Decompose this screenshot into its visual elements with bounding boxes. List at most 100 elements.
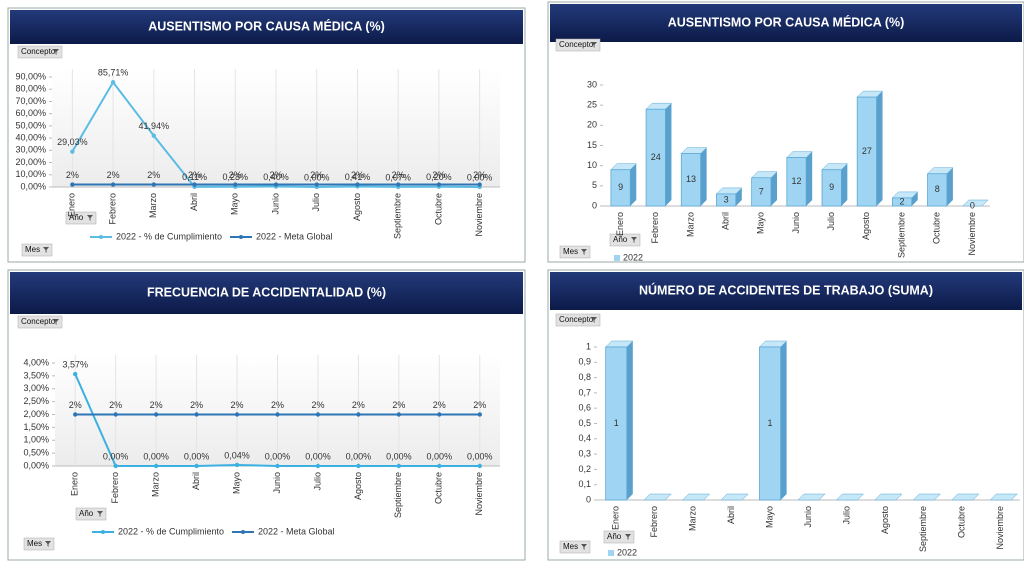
data-label: 0,04%: [224, 450, 250, 460]
data-label: 2%: [352, 400, 365, 410]
data-label: 85,71%: [98, 68, 129, 78]
marker: [314, 182, 319, 187]
x-tick-label: Febrero: [110, 472, 120, 504]
data-label: 9: [618, 182, 623, 192]
legend-marker: [239, 235, 243, 239]
bar-side: [626, 341, 633, 500]
x-tick-label: Noviembre: [474, 193, 484, 237]
y-tick-label: 0,9: [578, 357, 591, 367]
marker: [477, 463, 482, 469]
x-tick-label: Marzo: [151, 472, 161, 497]
filter-icon: [581, 249, 587, 255]
data-label: 0,00%: [265, 451, 291, 461]
marker: [275, 463, 280, 469]
y-tick-label: 0,4: [578, 433, 591, 443]
panel-header: [550, 272, 1022, 310]
y-tick-label: 5: [592, 180, 597, 190]
marker: [396, 463, 402, 469]
bar-top: [874, 493, 903, 501]
legend-swatch: [614, 255, 620, 261]
data-label: 0,00%: [103, 451, 129, 461]
marker: [234, 462, 240, 468]
data-label: 2%: [229, 170, 242, 180]
filter-label: Mes: [563, 542, 578, 551]
x-tick-label: Agosto: [353, 472, 363, 500]
filter-label: Concepto: [21, 47, 56, 56]
x-tick-label: Septiembre: [918, 506, 928, 552]
data-label: 0,20%: [426, 172, 452, 182]
marker: [315, 412, 321, 417]
data-label: 0,00%: [304, 172, 330, 182]
data-label: 1: [768, 418, 773, 428]
y-tick-label: 0,50%: [23, 448, 49, 458]
data-label: 2%: [351, 170, 364, 180]
data-label: 29,03%: [57, 137, 88, 147]
filter-icon: [97, 511, 103, 517]
bar-side: [665, 103, 672, 206]
x-tick-label: Noviembre: [995, 506, 1005, 550]
marker: [110, 80, 116, 85]
y-tick-label: 4,00%: [23, 357, 49, 367]
y-tick-label: 0,2: [578, 464, 591, 474]
filter-label: Concepto: [559, 315, 594, 324]
chart-title: FRECUENCIA DE ACCIDENTALIDAD (%): [147, 285, 386, 299]
bar: [891, 197, 913, 207]
marker: [273, 182, 279, 187]
marker: [113, 463, 118, 469]
marker: [233, 182, 238, 187]
data-label: 24: [651, 152, 661, 162]
filter-button[interactable]: [17, 315, 63, 329]
marker: [234, 412, 240, 417]
data-label: 2%: [433, 400, 446, 410]
x-tick-label: Mayo: [231, 472, 241, 494]
filter-label: Mes: [27, 539, 42, 548]
marker: [110, 182, 116, 187]
x-tick-label: Agosto: [880, 506, 890, 534]
filter-label: Concepto: [21, 317, 56, 326]
data-label: 2%: [310, 170, 323, 180]
filter-label: Año: [613, 235, 628, 244]
y-tick-label: 0: [586, 494, 591, 504]
marker: [73, 412, 78, 417]
x-tick-label: Enero: [611, 506, 621, 530]
data-label: 2%: [66, 170, 79, 180]
x-tick-label: Junio: [803, 506, 813, 528]
bar: [605, 346, 628, 501]
x-tick-label: Noviembre: [967, 212, 977, 256]
filter-label: Concepto: [559, 40, 594, 49]
data-label: 2: [900, 196, 905, 206]
legend-swatch: [608, 550, 614, 556]
data-label: 0,00%: [427, 451, 453, 461]
x-tick-label: Marzo: [688, 506, 698, 531]
marker: [437, 463, 442, 469]
filter-icon: [45, 541, 51, 547]
data-label: 2%: [147, 170, 160, 180]
y-tick-label: 0,00%: [23, 460, 49, 470]
marker: [437, 412, 442, 417]
x-tick-label: Septiembre: [393, 472, 403, 518]
y-tick-label: 0,5: [578, 418, 591, 428]
marker: [70, 149, 75, 154]
x-tick-label: Febrero: [650, 212, 660, 244]
x-tick-label: Febrero: [107, 193, 117, 225]
filter-icon: [591, 42, 597, 48]
legend-label: 2022: [623, 252, 643, 262]
filter-button[interactable]: [17, 45, 63, 59]
data-label: 2%: [473, 170, 486, 180]
y-tick-label: 3,00%: [23, 383, 49, 393]
y-tick-label: 0,7: [578, 387, 591, 397]
y-tick-label: 10: [587, 160, 597, 170]
legend-label: 2022 - Meta Global: [256, 231, 333, 241]
x-tick-label: Marzo: [148, 193, 158, 218]
y-tick-label: 0,1: [578, 479, 591, 489]
marker: [151, 182, 157, 187]
filter-icon: [87, 215, 93, 221]
filter-button[interactable]: [555, 313, 601, 327]
data-label: 0,11%: [182, 172, 207, 182]
filter-button[interactable]: [555, 38, 601, 52]
filter-icon: [53, 319, 59, 325]
marker: [355, 182, 360, 187]
panel-header: [10, 10, 523, 44]
x-tick-label: Agosto: [352, 193, 362, 221]
